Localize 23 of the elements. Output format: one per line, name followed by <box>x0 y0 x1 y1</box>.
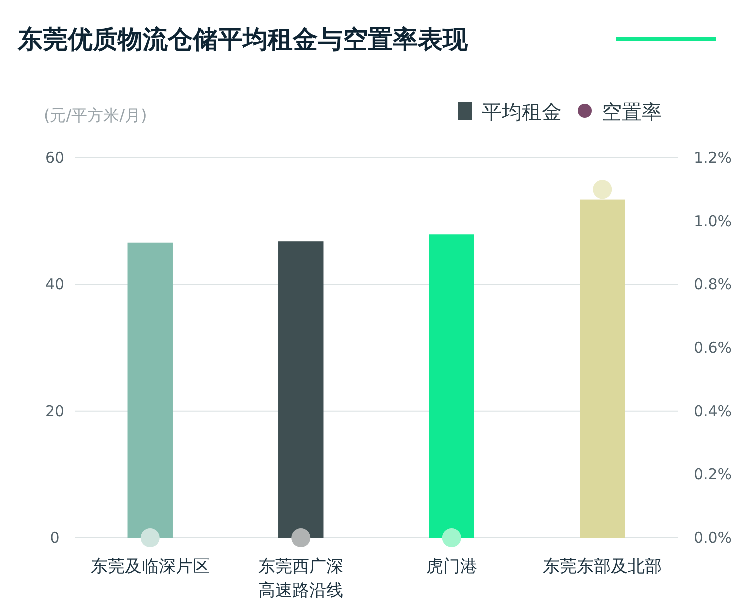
bar <box>128 242 173 538</box>
y-axis-title: (元/平方米/月) <box>44 106 148 125</box>
bar <box>580 200 626 538</box>
y2-tick-label: 0.6% <box>694 339 732 357</box>
legend-label: 平均租金 <box>482 100 562 124</box>
x-tick-label: 东莞及临深片区 <box>90 557 210 577</box>
y2-tick-label: 0.4% <box>694 402 732 420</box>
y-tick-label: 20 <box>45 402 65 420</box>
y2-tick-label: 1.2% <box>694 149 732 167</box>
y-tick-label: 60 <box>45 149 65 167</box>
y-tick-label: 0 <box>50 529 60 547</box>
x-tick-label: 东莞西广深高速路沿线 <box>258 557 344 601</box>
y2-tick-label: 0.8% <box>694 276 732 294</box>
bar <box>278 242 324 538</box>
y2-tick-label: 0.0% <box>694 529 732 547</box>
x-tick-label: 虎门港 <box>426 557 478 577</box>
x-tick-label: 东莞东部及北部 <box>543 557 662 577</box>
text: 空置率 <box>602 100 662 124</box>
y-tick-label: 40 <box>45 276 65 294</box>
chart-title: 东莞优质物流仓储平均租金与空置率表现 <box>17 25 469 54</box>
bar <box>429 234 474 538</box>
y2-tick-label: 0.2% <box>694 466 732 484</box>
y2-tick-label: 1.0% <box>694 212 732 230</box>
